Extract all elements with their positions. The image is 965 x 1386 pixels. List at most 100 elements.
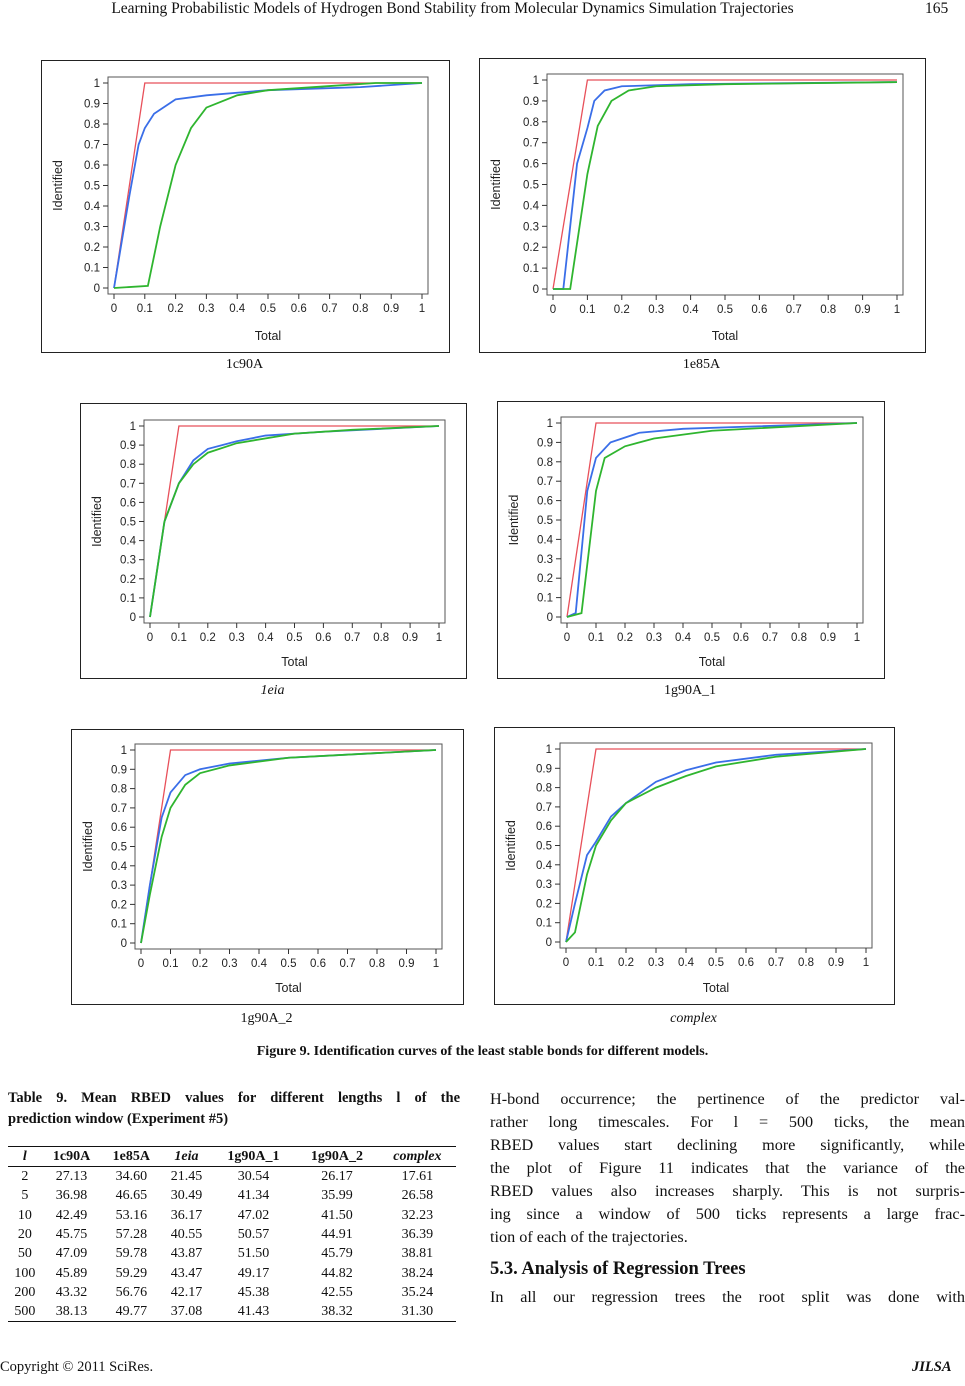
x-tick-label: 0.2 [614, 304, 630, 316]
x-tick-label: 0.3 [222, 958, 238, 970]
y-tick-label: 0.8 [537, 457, 553, 469]
table-cell: 40.55 [170, 1227, 203, 1243]
table-row: 500 38.13 49.77 37.08 41.43 38.32 31.30 [8, 1302, 456, 1323]
table-title-line: prediction window (Experiment #5) [8, 1111, 229, 1127]
chart-1eia: 0 0.1 0.2 0.3 0.4 0.5 0.6 0.7 0.8 0.9 1 0 0.1 0.2 0.3 0… [80, 403, 467, 679]
y-tick-label: 0.5 [84, 181, 100, 193]
x-tick-label: 0.8 [798, 957, 814, 969]
table-cell: 31.30 [378, 1302, 456, 1323]
y-tick-label: 0.5 [537, 515, 553, 527]
table-cell: 47.02 [237, 1207, 270, 1223]
table-cell: 59.29 [115, 1265, 148, 1281]
column-header: 1eia [161, 1146, 212, 1167]
series-line [565, 748, 866, 943]
x-tick-label: 0.6 [291, 303, 307, 315]
y-tick-label: 0.8 [523, 117, 539, 129]
chart-1e85A: 0 0.1 0.2 0.3 0.4 0.5 0.6 0.7 0.8 0.9 1 0 0.1 0.2 0.3 0… [479, 58, 926, 353]
plot-area [546, 73, 904, 296]
x-axis-label: Total [699, 655, 725, 669]
paragraph: In all our regression trees the root spl… [490, 1288, 965, 1306]
table-cell: 36.98 [55, 1188, 88, 1204]
table-cell: 42.17 [170, 1284, 203, 1300]
y-tick-label: 0.2 [537, 573, 553, 585]
x-tick-label: 0.8 [352, 303, 368, 315]
table-cell: 30.49 [170, 1188, 203, 1204]
y-tick-label: 0 [94, 283, 100, 295]
table-cell: 44.91 [321, 1227, 353, 1243]
chart-svg: 0 0.1 0.2 0.3 0.4 0.5 0.6 0.7 0.8 0.9 1 0 0.1 0.2 0.3 0… [504, 742, 873, 995]
x-tick-label: 0.3 [648, 957, 664, 969]
chart-1g90A_1: 0 0.1 0.2 0.3 0.4 0.5 0.6 0.7 0.8 0.9 1 0 0.1 0.2 0.3 0… [497, 401, 885, 679]
x-axis-label: Total [275, 981, 301, 995]
table-cell: 50 [17, 1246, 32, 1262]
table-row: 2 27.13 34.60 21.45 30.54 26.17 17.61 [8, 1167, 456, 1187]
section-heading: 5.3. Analysis of Regression Trees [490, 1259, 746, 1279]
x-tick-label: 0.5 [717, 304, 733, 316]
table-cell: 44.82 [321, 1265, 353, 1281]
x-axis-label: Total [255, 329, 281, 343]
y-tick-label: 0.5 [120, 517, 136, 529]
chart-1g90A_2: 0 0.1 0.2 0.3 0.4 0.5 0.6 0.7 0.8 0.9 1 0 0.1 0.2 0.3 0… [71, 729, 464, 1005]
table-cell: 30.54 [237, 1169, 270, 1185]
y-tick-label: 0.1 [537, 593, 553, 605]
y-tick-label: 1 [130, 421, 136, 433]
table-cell: 36.17 [170, 1207, 203, 1223]
text-line: RBED values also increases sharply. This… [490, 1182, 965, 1200]
y-tick-label: 0.3 [111, 880, 127, 892]
table-cell: 200 [14, 1284, 36, 1300]
y-tick-label: 0.3 [120, 555, 136, 567]
y-tick-label: 0.1 [84, 263, 100, 275]
y-tick-label: 1 [546, 744, 552, 756]
plot-area [559, 742, 873, 949]
table-cell: 26.17 [321, 1169, 353, 1185]
table-cell: 43.87 [170, 1246, 203, 1262]
x-tick-label: 0.5 [287, 632, 303, 644]
table-row: 10 42.49 53.16 36.17 47.02 41.50 32.23 [8, 1206, 456, 1225]
series-line [553, 81, 898, 290]
table-cell: 27.13 [55, 1169, 88, 1185]
journal-name: JILSA [912, 1359, 952, 1375]
table-cell: 45.79 [321, 1246, 353, 1262]
table-cell: 45.75 [55, 1227, 88, 1243]
table-header-row: l 1c90A 1e85A 1eia 1g90A_1 1g90A_2 complex [8, 1146, 456, 1167]
y-tick-label: 0.9 [536, 763, 552, 775]
series-line [565, 748, 867, 943]
series-line [553, 81, 898, 290]
x-tick-label: 0.7 [340, 958, 356, 970]
x-tick-label: 0.7 [344, 632, 360, 644]
y-tick-label: 0.3 [537, 554, 553, 566]
rbed-table: l 1c90A 1e85A 1eia 1g90A_1 1g90A_2 complex 2 27… [8, 1146, 456, 1323]
x-tick-label: 0.7 [762, 632, 778, 644]
body-text: H-bond occurrence; the pertinence of the… [490, 1088, 965, 1249]
x-tick-label: 0.4 [229, 303, 246, 315]
table-cell: 36.39 [401, 1227, 434, 1243]
table-cell: 20 [17, 1227, 32, 1243]
x-tick-label: 0.1 [171, 632, 187, 644]
table-row: 5 36.98 46.65 30.49 41.34 35.99 26.58 [8, 1186, 456, 1205]
x-tick-label: 0.6 [738, 957, 754, 969]
x-tick-label: 1 [863, 957, 869, 969]
x-tick-label: 0.7 [768, 957, 784, 969]
series-line [566, 422, 858, 618]
x-tick-label: 0.9 [855, 304, 871, 316]
table-cell: 53.16 [115, 1207, 148, 1223]
series-line [140, 749, 437, 944]
chart-svg: 0 0.1 0.2 0.3 0.4 0.5 0.6 0.7 0.8 0.9 1 0 0.1 0.2 0.3 0… [489, 73, 904, 343]
x-tick-label: 1 [419, 303, 425, 315]
chart-caption: complex [670, 1011, 717, 1026]
x-tick-label: 0.6 [310, 958, 326, 970]
y-axis-label: Identified [504, 820, 518, 871]
table-cell: 38.32 [295, 1302, 379, 1323]
x-tick-label: 0.5 [260, 303, 276, 315]
y-tick-label: 0.3 [523, 221, 539, 233]
x-tick-label: 0.3 [648, 304, 664, 316]
y-tick-label: 0.6 [111, 822, 127, 834]
plot-area [143, 419, 446, 624]
y-tick-label: 0.1 [536, 918, 552, 930]
table-cell: 56.76 [115, 1284, 148, 1300]
table-row: 100 45.89 59.29 43.47 49.17 44.82 38.24 [8, 1263, 456, 1282]
series-line [566, 422, 858, 618]
x-tick-label: 0.1 [588, 632, 604, 644]
x-tick-label: 0.4 [675, 632, 692, 644]
figure-caption: Figure 9. Identification curves of the l… [256, 1044, 709, 1059]
